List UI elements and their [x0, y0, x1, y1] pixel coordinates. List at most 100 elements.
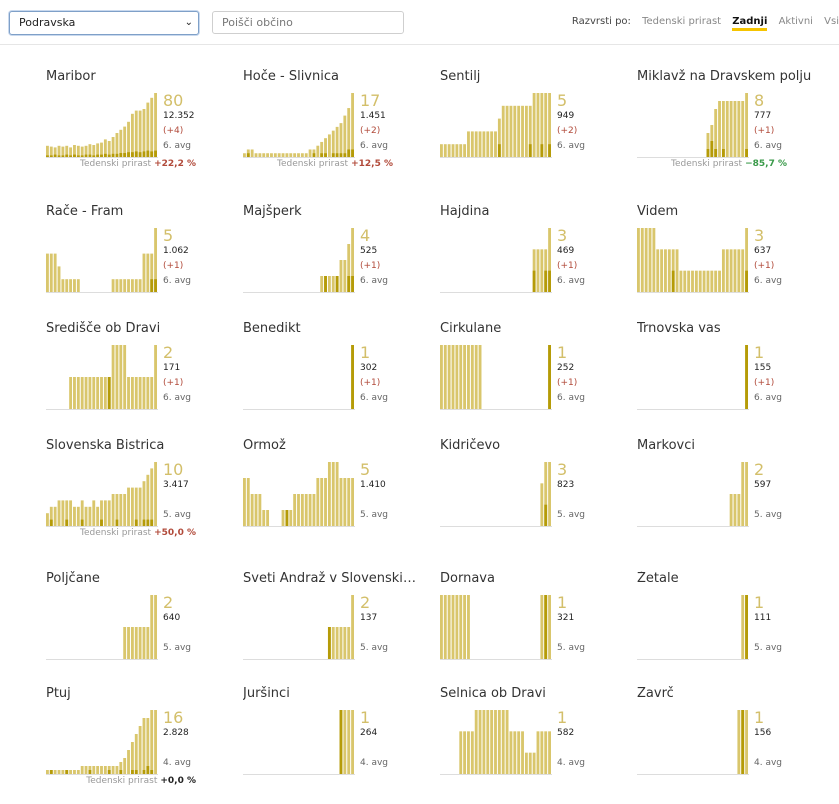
chart-bar [745, 93, 748, 157]
chart-bar [664, 249, 667, 292]
active-cases-value: 1 [360, 343, 371, 362]
cases-bar-chart [243, 228, 355, 293]
cases-bar-chart [46, 710, 158, 775]
chart-bar [138, 377, 142, 409]
chart-bar-new [46, 155, 49, 157]
chart-bar [127, 627, 130, 659]
chart-bar-new [134, 770, 138, 774]
municipality-card[interactable]: Rače - Fram 5 1.062 (+1) 6. avg [46, 204, 226, 322]
chart-bar [478, 131, 482, 157]
total-cases-value: 156 [754, 728, 772, 738]
chart-bar [528, 105, 532, 157]
chart-bar [84, 766, 88, 774]
weekly-growth: Tedenski prirast +12,5 % [277, 159, 393, 169]
cases-bar-chart [243, 595, 355, 660]
municipality-card[interactable]: Videm 3 637 (+1) 6. avg [637, 204, 817, 322]
chart-bar [675, 249, 679, 292]
chart-bar [300, 494, 304, 526]
sort-option-all[interactable]: Vsi [824, 16, 839, 27]
chart-bar [721, 101, 725, 157]
moving-average-label: 5. avg [557, 643, 586, 653]
chart-bar [467, 131, 470, 157]
municipality-card[interactable]: Ptuj 16 2.828 4. avg Tedenski prirast +0,0 % [46, 686, 226, 804]
chart-bar-new [548, 144, 551, 157]
municipality-card[interactable]: Maribor 80 12.352 (+4) 6. avg Tedenski priras… [46, 69, 226, 187]
moving-average-label: 4. avg [163, 758, 192, 768]
total-cases-value: 3.417 [163, 480, 189, 490]
chart-bar [482, 710, 486, 774]
chart-bar [277, 153, 281, 157]
cases-bar-chart [243, 462, 355, 527]
chart-bar [92, 500, 96, 526]
chart-bar [447, 345, 451, 409]
chart-bar-new [142, 770, 146, 774]
municipality-card[interactable]: Žetale 1 111 5. avg [637, 571, 817, 689]
municipality-card[interactable]: Slovenska Bistrica 10 3.417 5. avg Tedenski … [46, 438, 226, 556]
municipality-name: Majšperk [243, 204, 302, 219]
municipality-card[interactable]: Ormož 5 1.410 5. avg [243, 438, 423, 556]
total-cases-value: 637 [754, 246, 772, 256]
municipality-card[interactable]: Šentilj 5 949 (+2) 6. avg [440, 69, 620, 187]
chart-bar [660, 249, 664, 292]
sort-option-active[interactable]: Aktivni [778, 16, 813, 27]
moving-average-label: 5. avg [163, 510, 192, 520]
chart-bar-new [80, 519, 84, 526]
chart-bar [501, 710, 505, 774]
municipality-card[interactable]: Cirkulane 1 252 (+1) 6. avg [440, 321, 620, 439]
sort-option-weekly-growth[interactable]: Tedenski prirast [642, 16, 722, 27]
chart-bar [694, 270, 698, 292]
municipality-card[interactable]: Zavrč 1 156 4. avg [637, 686, 817, 804]
municipality-card[interactable]: Majšperk 4 525 (+1) 6. avg [243, 204, 423, 322]
moving-average-label: 6. avg [163, 276, 192, 286]
municipality-card[interactable]: Hajdina 3 469 (+1) 6. avg [440, 204, 620, 322]
chart-bar [138, 487, 142, 526]
municipality-search-input[interactable] [212, 11, 404, 34]
chart-bar [455, 595, 459, 659]
chart-bar [459, 144, 463, 157]
daily-increase-value: (+1) [754, 126, 775, 136]
chart-bar [513, 731, 517, 774]
chart-bar [540, 93, 544, 157]
chart-bar [741, 462, 745, 526]
chart-bar-new [57, 155, 61, 157]
chart-bar-new [540, 144, 544, 157]
municipality-card[interactable]: Benedikt 1 302 (+1) 6. avg [243, 321, 423, 439]
chart-bar [130, 627, 134, 659]
chart-bar [540, 731, 544, 774]
chart-bar-new [351, 345, 354, 409]
chart-bar [486, 710, 490, 774]
municipality-card[interactable]: Trnovska vas 1 155 (+1) 6. avg [637, 321, 817, 439]
chart-bar [134, 279, 138, 292]
municipality-card[interactable]: Poljčane 2 640 5. avg [46, 571, 226, 689]
chart-bar-new [138, 152, 142, 157]
chart-bar [134, 110, 138, 157]
chart-bar [73, 279, 76, 292]
chart-bar [540, 483, 544, 526]
chart-bar [100, 142, 103, 157]
municipality-card[interactable]: Markovci 2 597 5. avg [637, 438, 817, 556]
municipality-card[interactable]: Selnica ob Dravi 1 582 4. avg [440, 686, 620, 804]
chart-bar [544, 93, 548, 157]
municipality-card[interactable]: Miklavž na Dravskem polju 8 777 (+1) 6. avg T… [637, 69, 817, 187]
chart-bar-new [88, 154, 92, 157]
cases-bar-chart [637, 228, 749, 293]
municipality-card[interactable]: Juršinci 1 264 4. avg [243, 686, 423, 804]
chart-bar [745, 462, 748, 526]
municipality-card[interactable]: Središče ob Dravi 2 171 (+1) 6. avg [46, 321, 226, 439]
region-select[interactable]: Podravska ⌄ [9, 11, 199, 35]
chart-bar [459, 345, 463, 409]
chart-bar [285, 153, 289, 157]
municipality-card[interactable]: Kidričevo 3 823 5. avg [440, 438, 620, 556]
chart-bar [154, 93, 157, 157]
chart-bar-new [331, 153, 335, 157]
chart-bar-new [69, 155, 73, 157]
municipality-card[interactable]: Dornava 1 321 5. avg [440, 571, 620, 689]
municipality-card[interactable]: Hoče - Slivnica 17 1.451 (+2) 6. avg Tedenski… [243, 69, 423, 187]
chart-bar [130, 487, 134, 526]
active-cases-value: 10 [163, 460, 184, 479]
sort-option-latest[interactable]: Zadnji [732, 16, 768, 31]
chart-bar-new [671, 270, 675, 292]
chart-bar [119, 345, 123, 409]
chart-bar [96, 506, 100, 526]
